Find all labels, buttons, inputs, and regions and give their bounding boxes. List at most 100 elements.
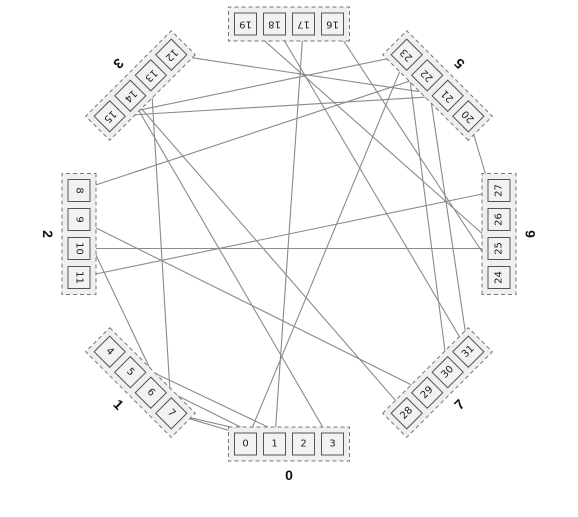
edge-16-24	[332, 23, 500, 278]
cluster-label-7: 7	[451, 396, 468, 413]
node-box	[487, 208, 511, 231]
node-3[interactable]: 3	[321, 432, 344, 456]
node-8[interactable]: 8	[67, 179, 91, 202]
node-11[interactable]: 11	[67, 266, 91, 289]
node-box	[67, 208, 91, 231]
node-box	[67, 266, 91, 289]
node-21[interactable]: 21	[431, 79, 464, 113]
node-label: 26	[494, 213, 505, 226]
node-19[interactable]: 19	[234, 12, 257, 36]
node-box	[431, 79, 464, 113]
node-box	[487, 266, 511, 289]
node-14[interactable]: 14	[114, 79, 147, 113]
node-label: 17	[297, 19, 310, 30]
node-label: 11	[74, 271, 85, 284]
node-29[interactable]: 29	[410, 376, 444, 409]
edge-7-13	[150, 75, 172, 414]
cluster-label-3: 3	[110, 55, 127, 72]
node-6[interactable]: 6	[134, 376, 168, 409]
cluster-label-6: 6	[522, 230, 538, 238]
node-10[interactable]: 10	[67, 237, 91, 260]
node-box	[67, 237, 91, 260]
node-box	[487, 237, 511, 260]
cluster-label-4: 4	[285, 0, 293, 1]
node-box	[321, 432, 344, 456]
node-box	[410, 376, 444, 409]
cluster-group-0: 0 1 2 3 0	[228, 426, 350, 483]
node-box	[431, 355, 464, 389]
node-box	[134, 59, 168, 92]
cluster-group-2: 8 9 10 11 2	[40, 173, 97, 295]
node-7[interactable]: 7	[155, 397, 188, 430]
node-23[interactable]: 23	[390, 38, 423, 71]
edge-17-1	[273, 23, 305, 445]
node-22[interactable]: 22	[410, 59, 444, 92]
edge-15-23	[109, 54, 407, 117]
node-box	[155, 397, 188, 430]
cluster-frame-2	[61, 173, 97, 295]
node-1[interactable]: 1	[263, 432, 286, 456]
node-box	[234, 12, 257, 36]
edge-18-31	[274, 23, 469, 352]
node-18[interactable]: 18	[263, 12, 286, 36]
cluster-label-2: 2	[40, 230, 56, 238]
node-box	[292, 12, 315, 36]
edge-12-21	[171, 54, 448, 97]
node-box	[114, 79, 147, 113]
node-24[interactable]: 24	[487, 266, 511, 289]
node-30[interactable]: 30	[431, 355, 464, 389]
cluster-group-6: 24 25 26 27 6	[481, 173, 538, 295]
node-box	[93, 335, 126, 368]
node-box	[452, 335, 485, 368]
groups-layer: 0123045671891011212131415316171819420212…	[40, 0, 538, 483]
node-label: 24	[494, 271, 505, 284]
node-box	[114, 355, 147, 389]
node-15[interactable]: 15	[93, 100, 126, 133]
node-box	[234, 432, 257, 456]
node-box	[292, 432, 315, 456]
node-12[interactable]: 12	[155, 38, 188, 71]
node-26[interactable]: 26	[487, 208, 511, 231]
node-box	[410, 59, 444, 92]
node-28[interactable]: 28	[390, 397, 423, 430]
node-box	[487, 179, 511, 202]
node-2[interactable]: 2	[292, 432, 315, 456]
node-label: 9	[74, 216, 85, 222]
node-label: 8	[74, 187, 85, 193]
node-label: 3	[329, 439, 335, 450]
node-label: 27	[494, 184, 505, 197]
edge-19-25	[245, 23, 500, 249]
edge-23-30	[406, 54, 449, 373]
node-5[interactable]: 5	[114, 355, 147, 389]
edge-15-21	[109, 95, 448, 117]
node-25[interactable]: 25	[487, 237, 511, 260]
node-box	[390, 38, 423, 71]
cluster-label-1: 1	[110, 396, 127, 413]
node-box	[263, 12, 286, 36]
node-27[interactable]: 27	[487, 179, 511, 202]
cluster-label-5: 5	[451, 55, 468, 72]
cluster-label-0: 0	[285, 467, 293, 483]
node-label: 25	[494, 242, 505, 255]
node-17[interactable]: 17	[292, 12, 315, 36]
node-box	[93, 100, 126, 133]
edge-22-31	[426, 75, 469, 352]
node-4[interactable]: 4	[93, 335, 126, 368]
edge-3-14	[129, 95, 333, 445]
node-label: 10	[74, 242, 85, 255]
node-13[interactable]: 13	[134, 59, 168, 92]
node-box	[263, 432, 286, 456]
node-20[interactable]: 20	[452, 100, 485, 133]
node-box	[321, 12, 344, 36]
node-0[interactable]: 0	[234, 432, 257, 456]
node-9[interactable]: 9	[67, 208, 91, 231]
node-box	[155, 38, 188, 71]
node-label: 19	[239, 19, 252, 30]
node-16[interactable]: 16	[321, 12, 344, 36]
node-31[interactable]: 31	[452, 335, 485, 368]
